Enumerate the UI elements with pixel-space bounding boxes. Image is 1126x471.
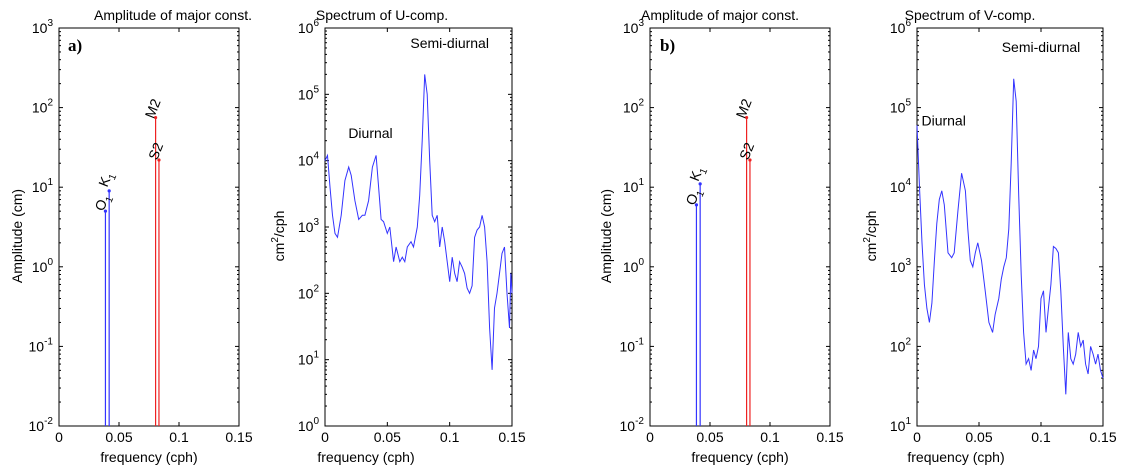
x-tick-label: 0.05 bbox=[374, 429, 401, 445]
amplitude-panel-a: Amplitude of major const. a) frequency (… bbox=[9, 7, 253, 465]
y-label-base: cm bbox=[271, 243, 287, 262]
constituent-label: O1 bbox=[91, 191, 116, 214]
y-tick-label: 105 bbox=[890, 98, 912, 116]
x-tick-label: 0.05 bbox=[105, 429, 132, 445]
y-tick-label: 101 bbox=[298, 350, 320, 368]
y-tick-label: 10-1 bbox=[29, 336, 54, 354]
y-tick-label: 102 bbox=[623, 98, 645, 116]
x-axis-label: frequency (cph) bbox=[691, 449, 788, 465]
y-label-rest: /cph bbox=[863, 211, 879, 237]
stem-head-S2 bbox=[748, 158, 752, 162]
y-tick-label: 101 bbox=[32, 177, 54, 195]
spectrum-annotation: Diurnal bbox=[348, 125, 392, 141]
y-tick-label: 106 bbox=[298, 18, 320, 36]
stem-head-M2 bbox=[745, 115, 749, 120]
x-tick-label: 0 bbox=[55, 429, 63, 445]
spectrum-annotation: Diurnal bbox=[921, 112, 965, 128]
x-tick-label: 0.15 bbox=[1089, 429, 1116, 445]
x-axis-label: frequency (cph) bbox=[100, 449, 197, 465]
spectrum-annotation: Semi-diurnal bbox=[410, 35, 489, 51]
v-spectrum-panel: Spectrum of V-comp. frequency (cph) cm2/… bbox=[862, 7, 1117, 465]
axes-frame bbox=[649, 27, 831, 427]
panel-title: Amplitude of major const. bbox=[94, 7, 252, 23]
y-tick-label: 105 bbox=[298, 84, 320, 102]
y-axis-label: Amplitude (cm) bbox=[598, 189, 614, 283]
y-axis-label: cm2/cph bbox=[862, 211, 879, 262]
constituent-label: M2 bbox=[733, 96, 755, 120]
constituent-label: K1 bbox=[95, 169, 119, 191]
y-label-exp: 2 bbox=[862, 237, 873, 243]
x-tick-label: 0 bbox=[913, 429, 921, 445]
y-tick-label: 101 bbox=[623, 177, 645, 195]
x-axis-label: frequency (cph) bbox=[907, 449, 1004, 465]
y-tick-label: 10-1 bbox=[620, 336, 645, 354]
x-tick-label: 0 bbox=[646, 429, 654, 445]
x-axis-label: frequency (cph) bbox=[317, 449, 414, 465]
y-tick-label: 103 bbox=[623, 18, 645, 36]
stem-head-S2 bbox=[157, 158, 161, 162]
x-tick-label: 0.15 bbox=[816, 429, 843, 445]
constituent-label: S2 bbox=[145, 140, 166, 162]
constituent-label: S2 bbox=[736, 140, 757, 162]
y-tick-label: 100 bbox=[623, 257, 645, 275]
stem-head-O1 bbox=[103, 209, 108, 213]
y-label-exp: 2 bbox=[270, 237, 281, 243]
y-tick-label: 103 bbox=[298, 217, 320, 235]
constituent-label: K1 bbox=[686, 163, 710, 185]
x-tick-label: 0.05 bbox=[965, 429, 992, 445]
y-tick-label: 10-2 bbox=[620, 416, 645, 434]
x-tick-label: 0.05 bbox=[696, 429, 723, 445]
y-label-rest: /cph bbox=[271, 211, 287, 237]
y-axis-label: Amplitude (cm) bbox=[9, 189, 25, 283]
y-axis-label: cm2/cph bbox=[270, 211, 287, 262]
y-tick-label: 100 bbox=[298, 416, 320, 434]
y-tick-label: 104 bbox=[890, 177, 912, 195]
stem-head-K1 bbox=[107, 189, 111, 193]
stem-head-O1 bbox=[694, 203, 699, 207]
y-tick-label: 100 bbox=[32, 257, 54, 275]
y-label-base: cm bbox=[863, 243, 879, 262]
constituent-label: O1 bbox=[682, 186, 707, 209]
y-tick-label: 103 bbox=[890, 257, 912, 275]
u-spectrum-panel: Spectrum of U-comp. frequency (cph) cm2/… bbox=[270, 7, 526, 465]
constituent-label: M2 bbox=[142, 96, 164, 120]
y-tick-label: 106 bbox=[890, 18, 912, 36]
y-tick-label: 104 bbox=[298, 151, 320, 169]
axes-frame bbox=[324, 27, 513, 427]
axes-frame bbox=[58, 27, 240, 427]
axes-frame bbox=[916, 27, 1104, 427]
x-tick-label: 0 bbox=[321, 429, 329, 445]
y-tick-label: 102 bbox=[890, 336, 912, 354]
x-tick-label: 0.1 bbox=[1031, 429, 1051, 445]
amplitude-panel-b: Amplitude of major const. b) frequency (… bbox=[598, 7, 844, 465]
spectrum-annotation: Semi-diurnal bbox=[1002, 39, 1081, 55]
x-tick-label: 0.15 bbox=[225, 429, 252, 445]
x-tick-label: 0.1 bbox=[760, 429, 780, 445]
spectrum-line bbox=[324, 74, 513, 370]
y-tick-label: 102 bbox=[32, 98, 54, 116]
x-tick-label: 0.1 bbox=[169, 429, 189, 445]
y-tick-label: 102 bbox=[298, 283, 320, 301]
panel-title: Amplitude of major const. bbox=[641, 7, 799, 23]
panel-title: Spectrum of U-comp. bbox=[316, 7, 448, 23]
panel-letter: a) bbox=[68, 36, 82, 55]
x-tick-label: 0.15 bbox=[498, 429, 525, 445]
x-tick-label: 0.1 bbox=[440, 429, 460, 445]
stem-head-M2 bbox=[154, 115, 158, 120]
panel-title: Spectrum of V-comp. bbox=[905, 7, 1036, 23]
spectrum-line bbox=[916, 78, 1104, 395]
y-tick-label: 103 bbox=[32, 18, 54, 36]
stem-head-K1 bbox=[698, 182, 702, 186]
y-tick-label: 10-2 bbox=[29, 416, 54, 434]
panel-letter: b) bbox=[660, 36, 675, 55]
y-tick-label: 101 bbox=[890, 416, 912, 434]
